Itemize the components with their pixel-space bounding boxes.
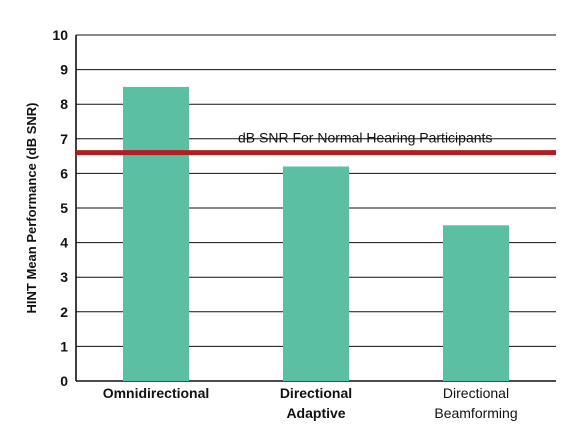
y-tick-label: 9 bbox=[60, 62, 68, 78]
bar bbox=[123, 86, 189, 382]
y-tick-labels: 0 1 2 3 4 5 6 7 8 9 10 bbox=[52, 27, 68, 389]
x-category-labels: Omnidirectional Directional Adaptive Direct… bbox=[103, 385, 518, 421]
y-tick-label: 7 bbox=[60, 131, 68, 147]
y-tick-label: 4 bbox=[60, 235, 68, 251]
bar bbox=[283, 166, 349, 381]
y-tick-label: 6 bbox=[60, 165, 68, 181]
y-axis-label: HINT Mean Performance (dB SNR) bbox=[24, 103, 39, 314]
y-tick-label: 5 bbox=[60, 200, 68, 216]
y-tick-label: 3 bbox=[60, 269, 68, 285]
y-tick-label: 1 bbox=[60, 338, 68, 354]
x-category-label: Adaptive bbox=[286, 405, 345, 421]
reference-line-label: dB SNR For Normal Hearing Participants bbox=[238, 130, 492, 146]
x-category-label: Directional bbox=[443, 385, 509, 401]
y-tick-label: 10 bbox=[52, 27, 68, 43]
y-tick-label: 0 bbox=[60, 373, 68, 389]
y-tick-label: 8 bbox=[60, 96, 68, 112]
reference-line-group: dB SNR For Normal Hearing Participants bbox=[76, 130, 556, 156]
x-category-label: Beamforming bbox=[434, 405, 517, 421]
bars bbox=[123, 86, 509, 382]
x-category-label: Omnidirectional bbox=[103, 385, 210, 401]
bar bbox=[443, 225, 509, 381]
y-tick-label: 2 bbox=[60, 304, 68, 320]
x-category-label: Directional bbox=[280, 385, 352, 401]
